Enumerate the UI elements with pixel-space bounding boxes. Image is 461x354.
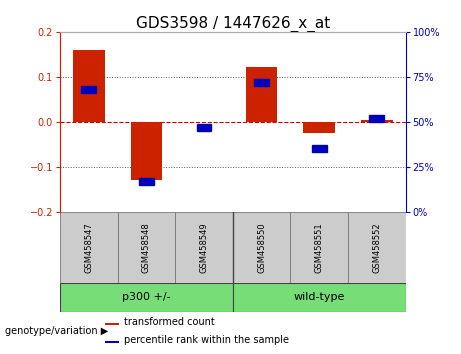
Text: genotype/variation ▶: genotype/variation ▶ <box>5 326 108 336</box>
Bar <box>130 122 162 181</box>
Bar <box>73 50 105 122</box>
Bar <box>196 124 212 131</box>
Bar <box>361 120 393 122</box>
Title: GDS3598 / 1447626_x_at: GDS3598 / 1447626_x_at <box>136 16 330 32</box>
Bar <box>118 212 175 282</box>
Text: percentile rank within the sample: percentile rank within the sample <box>124 335 289 345</box>
Text: wild-type: wild-type <box>294 292 345 302</box>
Bar <box>139 178 154 185</box>
Bar <box>233 282 406 312</box>
Text: transformed count: transformed count <box>124 317 215 327</box>
Bar <box>105 341 119 343</box>
Text: GSM458552: GSM458552 <box>372 222 381 273</box>
Bar <box>369 115 384 122</box>
Text: GSM458549: GSM458549 <box>200 222 208 273</box>
Bar <box>233 212 290 282</box>
Bar <box>246 67 278 122</box>
Bar <box>348 212 406 282</box>
Text: GSM458551: GSM458551 <box>315 222 324 273</box>
Bar <box>303 122 335 133</box>
Bar <box>60 282 233 312</box>
Bar <box>60 212 118 282</box>
Bar <box>81 86 96 93</box>
Bar <box>290 212 348 282</box>
Text: p300 +/-: p300 +/- <box>122 292 171 302</box>
Text: GSM458550: GSM458550 <box>257 222 266 273</box>
Bar <box>105 323 119 325</box>
Text: GSM458547: GSM458547 <box>84 222 93 273</box>
Bar <box>175 212 233 282</box>
Text: GSM458548: GSM458548 <box>142 222 151 273</box>
Bar <box>254 79 269 86</box>
Bar <box>312 145 327 153</box>
